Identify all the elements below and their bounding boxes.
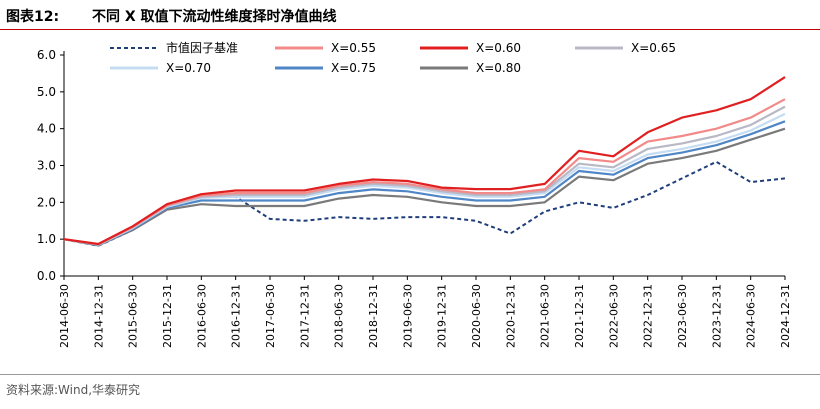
y-tick-label: 2.0 bbox=[37, 195, 56, 209]
y-tick-label: 1.0 bbox=[37, 232, 56, 246]
x-tick-label: 2022-06-30 bbox=[607, 284, 620, 348]
x-tick-label: 2022-12-31 bbox=[642, 284, 655, 348]
x-tick-label: 2021-06-30 bbox=[539, 284, 552, 348]
figure-label: 图表12: bbox=[6, 9, 60, 25]
title-bar: 图表12: 不同 X 取值下流动性维度择时净值曲线 bbox=[0, 0, 820, 30]
series-line-x-0.80 bbox=[63, 127, 786, 247]
x-tick-label: 2024-06-30 bbox=[745, 284, 758, 348]
legend-label: X=0.80 bbox=[476, 61, 521, 75]
series-layer bbox=[63, 76, 786, 247]
legend-label: 市值因子基准 bbox=[166, 40, 238, 55]
x-tick-label: 2014-06-30 bbox=[58, 284, 71, 348]
x-tick-label: 2020-06-30 bbox=[470, 284, 483, 348]
y-tick-label: 6.0 bbox=[37, 48, 56, 62]
source-note: 资料来源:Wind,华泰研究 bbox=[6, 383, 141, 397]
series-line-benchmark bbox=[63, 160, 786, 247]
x-tick-label: 2016-06-30 bbox=[195, 284, 208, 348]
legend-label: X=0.75 bbox=[331, 61, 376, 75]
series-line-x-0.60 bbox=[63, 76, 786, 246]
x-tick-label: 2015-06-30 bbox=[127, 284, 140, 348]
legend-label: X=0.55 bbox=[331, 41, 376, 55]
y-tick-label: 0.0 bbox=[37, 269, 56, 283]
series-line-x-0.55 bbox=[63, 98, 786, 246]
x-tick-label: 2019-12-31 bbox=[436, 284, 449, 348]
x-tick-label: 2016-12-31 bbox=[230, 284, 243, 348]
legend-label: X=0.65 bbox=[631, 41, 676, 55]
legend-label: X=0.60 bbox=[476, 41, 521, 55]
x-tick-label: 2017-12-31 bbox=[298, 284, 311, 348]
x-tick-label: 2021-12-31 bbox=[573, 284, 586, 348]
line-chart: 0.0 1.0 2.0 3.0 4.0 5.0 6.0 2014-06-30 2014-12-3… bbox=[37, 40, 792, 348]
x-tick-label: 2015-12-31 bbox=[161, 284, 174, 348]
series-line-x-0.75 bbox=[63, 120, 786, 247]
x-tick-label: 2017-06-30 bbox=[264, 284, 277, 348]
y-tick-label: 5.0 bbox=[37, 85, 56, 99]
series-line-x-0.65 bbox=[63, 105, 786, 246]
legend: 市值因子基准 X=0.55 X=0.60 X=0.65 X=0.70 X=0.75 X=0.… bbox=[110, 40, 676, 75]
x-tick-label: 2023-06-30 bbox=[676, 284, 689, 348]
y-tick-label: 4.0 bbox=[37, 122, 56, 136]
axes: 0.0 1.0 2.0 3.0 4.0 5.0 6.0 2014-06-30 2014-12-3… bbox=[37, 48, 792, 348]
x-tick-label: 2019-06-30 bbox=[401, 284, 414, 348]
x-tick-label: 2018-06-30 bbox=[333, 284, 346, 348]
legend-label: X=0.70 bbox=[166, 61, 211, 75]
x-tick-label: 2023-12-31 bbox=[710, 284, 723, 348]
y-tick-label: 3.0 bbox=[37, 159, 56, 173]
x-tick-label: 2014-12-31 bbox=[92, 284, 105, 348]
x-tick-label: 2024-12-31 bbox=[779, 284, 792, 348]
chart-title: 不同 X 取值下流动性维度择时净值曲线 bbox=[92, 9, 337, 25]
series-line-x-0.70 bbox=[63, 112, 786, 246]
x-tick-label: 2018-12-31 bbox=[367, 284, 380, 348]
source-divider bbox=[0, 374, 820, 375]
x-tick-label: 2020-12-31 bbox=[504, 284, 517, 348]
